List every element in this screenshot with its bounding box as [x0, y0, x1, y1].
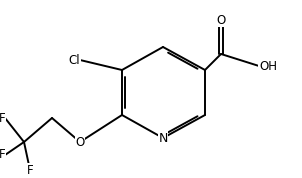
- Text: O: O: [76, 135, 85, 148]
- Text: F: F: [0, 148, 5, 161]
- Text: OH: OH: [259, 59, 277, 72]
- Text: O: O: [216, 14, 226, 27]
- Text: Cl: Cl: [68, 54, 80, 67]
- Text: F: F: [0, 111, 5, 124]
- Text: N: N: [158, 132, 168, 145]
- Text: F: F: [27, 164, 33, 177]
